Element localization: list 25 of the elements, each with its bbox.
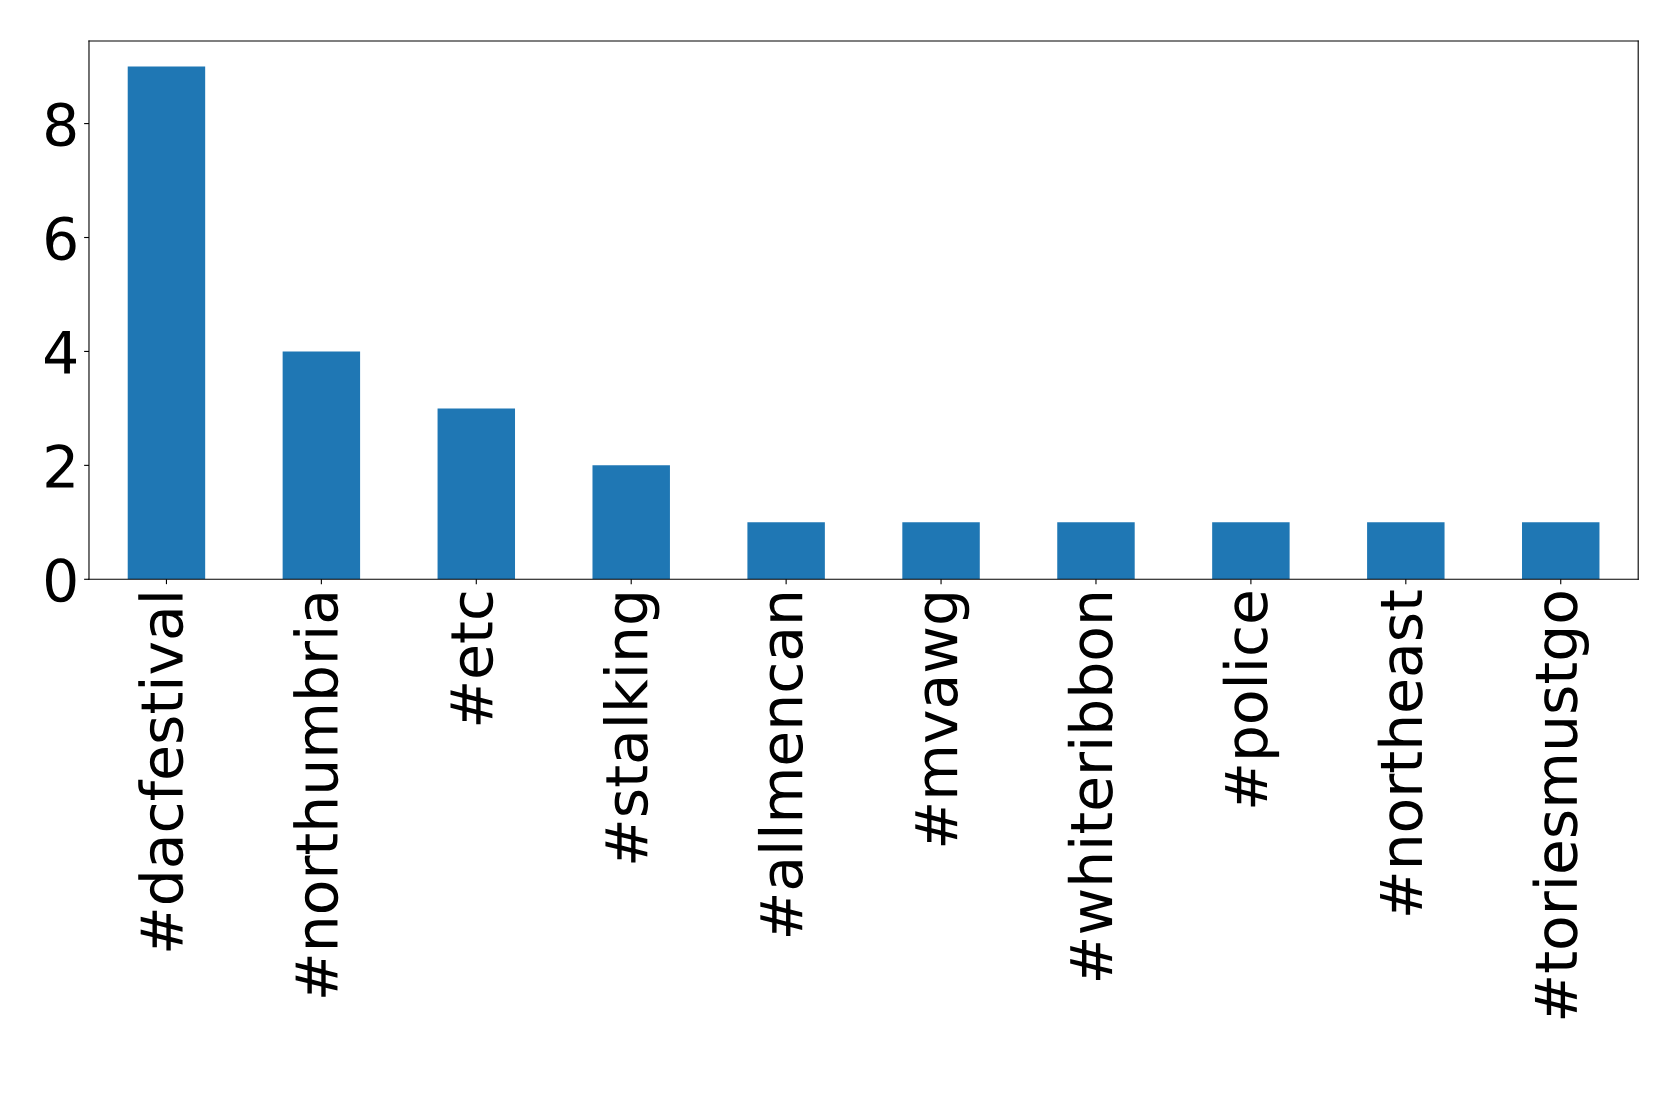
- bar: [1212, 522, 1290, 580]
- bar: [1522, 522, 1600, 580]
- bar: [1367, 522, 1445, 580]
- y-tick-label: 8: [46, 102, 76, 147]
- bar: [592, 465, 670, 580]
- y-tick-label: 2: [46, 444, 74, 488]
- x-tick-label: #stalking: [602, 594, 660, 863]
- x-tick-label: #etc: [450, 592, 494, 725]
- bar: [282, 351, 361, 580]
- bar: [747, 522, 825, 580]
- y-tick-label: 0: [46, 558, 76, 603]
- y-tick-label: 4: [45, 331, 76, 374]
- x-tick-label: #toriesmustgo: [1532, 592, 1589, 1019]
- bar: [1057, 522, 1135, 580]
- x-tick-label: #northumbria: [293, 594, 339, 997]
- x-tick-label: #mvawg: [915, 594, 970, 846]
- x-tick-label: #whiteribbon: [1067, 593, 1113, 980]
- x-tick-label: #northeast: [1377, 590, 1423, 915]
- y-tick-label: 6: [46, 216, 76, 261]
- bar: [902, 522, 980, 580]
- x-tick-label: #dacfestival: [138, 594, 184, 951]
- x-tick-label: #police: [1222, 592, 1280, 807]
- x-tick-label: #allmencan: [757, 593, 804, 937]
- bar: [437, 408, 516, 580]
- bar: [127, 66, 206, 580]
